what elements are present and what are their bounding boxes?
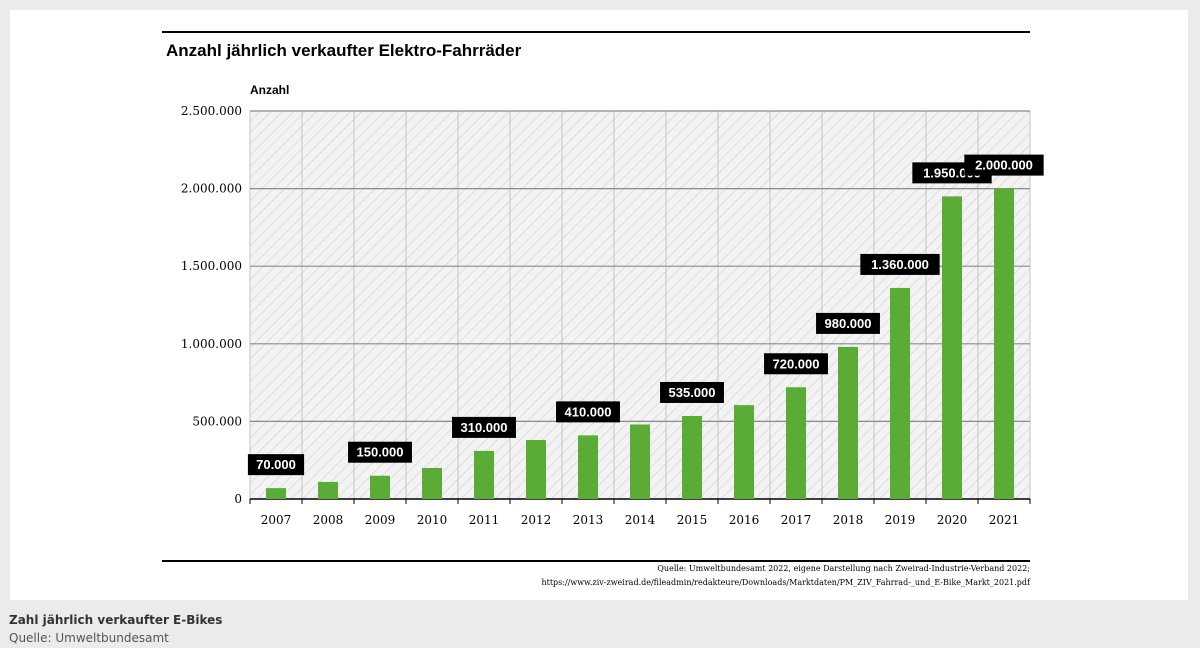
data-label-box [816, 312, 880, 334]
bar-2020 [942, 196, 962, 500]
x-tick-label: 2016 [729, 513, 760, 527]
x-axis-ticks: 2007 2008 2009 2010 2011 2012 2013 2014 2015 2016… [249, 499, 1031, 527]
chart-title: Anzahl jährlich verkaufter Elektro-Fahrr… [166, 41, 522, 60]
y-axis-ticks: 0 500.000 1.000.000 1.500.000 2.000.000 2.500… [181, 104, 1030, 506]
data-label-box [348, 441, 412, 463]
bar-2015 [682, 415, 702, 499]
x-tick-label: 2015 [677, 513, 708, 527]
data-label-text: 2.000.000 [975, 158, 1033, 173]
caption-title: Zahl jährlich verkaufter E-Bikes [9, 613, 223, 627]
data-label-box [452, 416, 516, 438]
bar-2011 [474, 450, 494, 499]
source-line-1: Quelle: Umweltbundesamt 2022, eigene Dar… [657, 564, 1030, 573]
data-label-2019: 1.360.000 [860, 253, 940, 275]
bars [266, 188, 1014, 500]
data-label-text: 720.000 [773, 356, 820, 371]
x-tick-label: 2012 [521, 513, 552, 527]
bar-2012 [526, 440, 546, 499]
data-label-text: 410.000 [565, 404, 612, 419]
y-tick-label: 2.000.000 [181, 182, 242, 196]
bar-2017 [786, 387, 806, 499]
bar-2009 [370, 475, 390, 499]
y-tick-label: 1.500.000 [181, 259, 242, 273]
data-label-text: 1.360.000 [871, 257, 929, 272]
data-label-2018: 980.000 [816, 312, 880, 334]
x-tick-label: 2007 [261, 513, 292, 527]
y-tick-label: 2.500.000 [181, 104, 242, 118]
x-tick-label: 2014 [625, 513, 656, 527]
y-tick-label: 0 [234, 492, 242, 506]
data-label-2013: 410.000 [556, 401, 620, 423]
x-tick-label: 2008 [313, 513, 344, 527]
data-label-2021: 2.000.000 [964, 154, 1044, 176]
x-tick-label: 2011 [469, 513, 500, 527]
bar-2018 [838, 346, 858, 499]
data-label-box [556, 401, 620, 423]
data-label-box [860, 253, 940, 275]
data-label-text: 150.000 [357, 445, 404, 460]
x-tick-label: 2009 [365, 513, 396, 527]
bar-2013 [578, 435, 598, 499]
x-tick-label: 2021 [989, 513, 1020, 527]
data-label-box [247, 454, 305, 476]
bar-2007 [266, 488, 286, 499]
bar-chart: Anzahl jährlich verkaufter Elektro-Fahrr… [162, 31, 1044, 587]
caption-source: Quelle: Umweltbundesamt [9, 631, 169, 645]
x-tick-label: 2020 [937, 513, 968, 527]
chart-figure: Anzahl jährlich verkaufter Elektro-Fahrr… [10, 10, 1188, 600]
bar-2021 [994, 188, 1014, 499]
data-label-box [660, 381, 724, 403]
x-tick-label: 2013 [573, 513, 604, 527]
data-label-2015: 535.000 [660, 381, 724, 403]
data-label-box [764, 353, 828, 375]
y-axis-label: Anzahl [250, 83, 289, 97]
data-label-2017: 720.000 [764, 353, 828, 375]
data-label-text: 980.000 [825, 316, 872, 331]
source-line-2: https://www.ziv-zweirad.de/fileadmin/red… [541, 578, 1031, 587]
y-tick-label: 500.000 [192, 414, 242, 428]
data-label-text: 310.000 [461, 420, 508, 435]
data-label-2011: 310.000 [452, 416, 516, 438]
x-tick-label: 2017 [781, 513, 812, 527]
y-tick-label: 1.000.000 [181, 337, 242, 351]
bar-2010 [422, 467, 442, 499]
bar-2014 [630, 424, 650, 499]
x-tick-label: 2018 [833, 513, 864, 527]
data-label-2009: 150.000 [348, 441, 412, 463]
bar-2008 [318, 481, 338, 499]
data-label-box [964, 154, 1044, 176]
data-label-text: 535.000 [669, 385, 716, 400]
data-labels: 70.000 150.000 310.000 410.000 535.000 720.00… [247, 154, 1044, 476]
vertical-grid [249, 111, 1031, 499]
x-tick-label: 2019 [885, 513, 916, 527]
data-label-text: 70.000 [256, 457, 296, 472]
bar-2016 [734, 405, 754, 499]
data-label-2007: 70.000 [247, 454, 305, 476]
bar-2019 [890, 287, 910, 499]
x-tick-label: 2010 [417, 513, 448, 527]
